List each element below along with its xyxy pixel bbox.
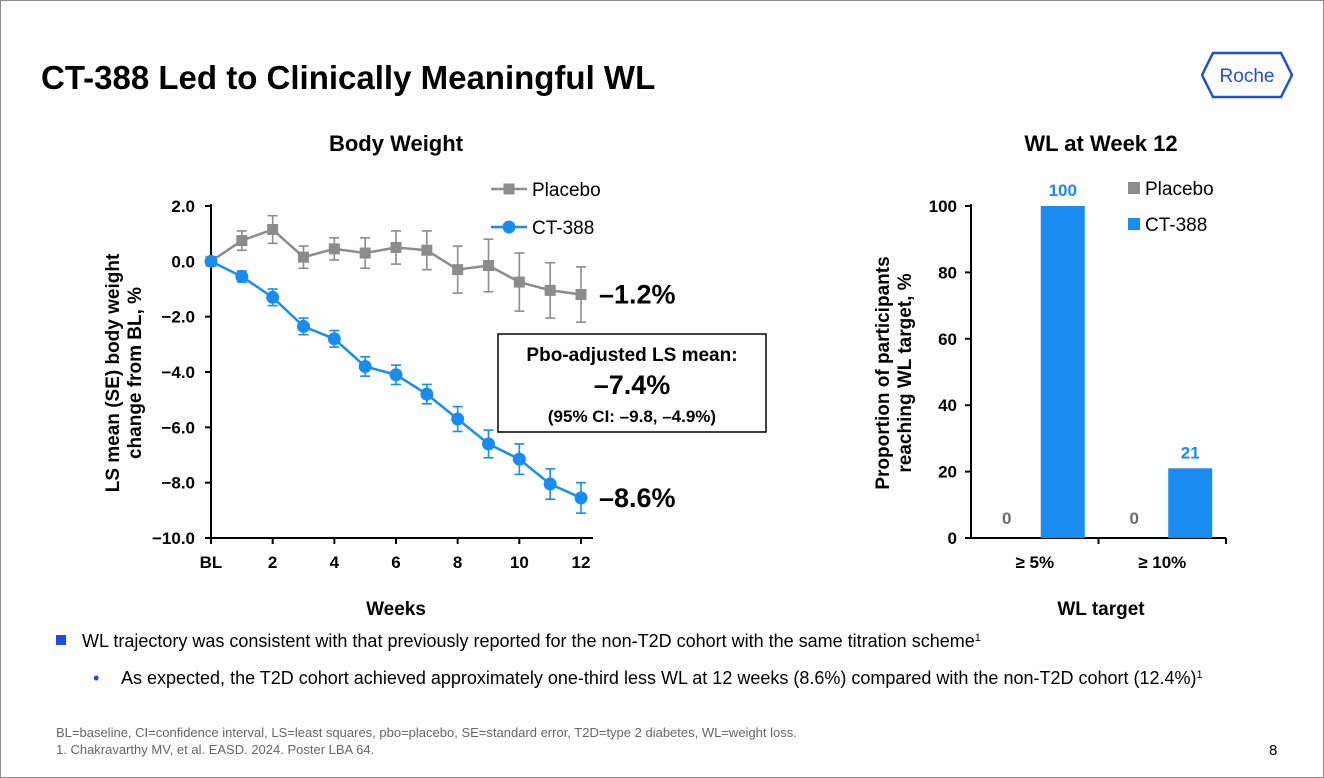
data-point bbox=[513, 276, 525, 288]
data-point bbox=[358, 359, 372, 373]
roche-logo-text: Roche bbox=[1220, 66, 1275, 87]
x-tick-label: 6 bbox=[391, 553, 400, 572]
x-tick-label: 8 bbox=[453, 553, 462, 572]
bar-x-axis-label: WL target bbox=[1057, 599, 1145, 620]
data-point bbox=[297, 319, 310, 333]
data-point bbox=[575, 289, 587, 301]
x-tick-label: 10 bbox=[510, 553, 529, 572]
data-point bbox=[235, 270, 249, 284]
bar-y-tick-label: 20 bbox=[938, 463, 957, 482]
bar-legend-label: Placebo bbox=[1145, 179, 1214, 200]
data-point bbox=[420, 387, 434, 401]
bar-value-label: 21 bbox=[1181, 443, 1200, 462]
y-tick-label: −8.0 bbox=[161, 474, 195, 493]
data-point bbox=[512, 452, 526, 466]
data-point bbox=[451, 412, 465, 426]
bar-ct388 bbox=[1040, 206, 1085, 538]
data-point bbox=[452, 264, 464, 276]
bullet-dot-icon: • bbox=[93, 668, 100, 688]
y-axis-label: LS mean (SE) body weightchange from BL, … bbox=[103, 253, 146, 492]
series-ct388 bbox=[204, 254, 588, 514]
x-tick-label: 12 bbox=[572, 553, 591, 572]
y-tick-label: −4.0 bbox=[161, 363, 195, 382]
y-tick-label: −6.0 bbox=[161, 418, 195, 437]
pbo-adjusted-ci: (95% CI: –9.8, –4.9%) bbox=[548, 407, 716, 426]
bar-y-tick-label: 60 bbox=[938, 330, 957, 349]
bullet-main-text: WL trajectory was consistent with that p… bbox=[82, 631, 975, 651]
body-weight-chart: Body Weight 2.0 0.0 −2.0 −4.0 −6.0 −8.0 −10.0 BL… bbox=[103, 131, 767, 620]
data-point bbox=[389, 368, 403, 382]
y-tick-label: −2.0 bbox=[161, 308, 195, 327]
bar-value-label: 0 bbox=[1002, 509, 1011, 528]
bullet-sub-ref: 1 bbox=[1196, 669, 1203, 681]
data-point bbox=[328, 243, 340, 255]
pbo-adjusted-title: Pbo-adjusted LS mean: bbox=[526, 345, 737, 366]
wl-week12-chart: WL at Week 12 0 20 40 60 80 100 ≥ 5% 0 100 ≥ 10% 0 2… bbox=[873, 131, 1227, 620]
bar-y-axis-label-line: reaching WL target, % bbox=[895, 273, 916, 472]
slide-title: CT-388 Led to Clinically Meaningful WL bbox=[41, 59, 656, 96]
data-point bbox=[359, 247, 371, 259]
footnote-reference: 1. Chakravarthy MV, et al. EASD. 2024. P… bbox=[56, 742, 375, 757]
x-tick-label: 2 bbox=[268, 553, 277, 572]
bar-legend-swatch bbox=[1128, 182, 1140, 194]
bar-y-axis-label: Proportion of participantsreaching WL ta… bbox=[873, 256, 916, 489]
data-point bbox=[483, 259, 494, 271]
bar-y-tick-label: 100 bbox=[929, 197, 957, 216]
pbo-adjusted-box bbox=[497, 333, 767, 433]
y-axis-label-line: LS mean (SE) body weight bbox=[103, 253, 124, 492]
data-point bbox=[574, 491, 588, 505]
legend-label: CT-388 bbox=[532, 218, 594, 239]
series-placebo bbox=[205, 214, 587, 324]
bar-y-tick-label: 40 bbox=[938, 396, 957, 415]
bullet-main: WL trajectory was consistent with that p… bbox=[56, 631, 981, 652]
bullet-sub: • As expected, the T2D cohort achieved a… bbox=[93, 667, 1277, 690]
x-tick-label: BL bbox=[200, 553, 223, 572]
data-point bbox=[267, 224, 279, 236]
legend-marker bbox=[503, 183, 515, 195]
data-point bbox=[266, 290, 280, 304]
bar-value-label: 100 bbox=[1049, 181, 1077, 200]
data-point bbox=[543, 477, 557, 491]
bar-legend-label: CT-388 bbox=[1145, 215, 1207, 236]
bar-category-label: ≥ 10% bbox=[1138, 553, 1186, 572]
bullet-sub-text: As expected, the T2D cohort achieved app… bbox=[121, 668, 1197, 688]
y-axis-label-line: change from BL, % bbox=[125, 287, 146, 459]
bar-y-tick-label: 80 bbox=[938, 263, 957, 282]
bar-y-axis-label-line: Proportion of participants bbox=[873, 256, 894, 489]
footnote-abbreviations: BL=baseline, CI=confidence interval, LS=… bbox=[56, 725, 797, 740]
data-point bbox=[544, 284, 556, 296]
legend-marker bbox=[502, 220, 516, 234]
roche-logo-hexagon bbox=[1201, 51, 1293, 99]
end-value-label: –1.2% bbox=[599, 280, 676, 310]
wl-week12-title: WL at Week 12 bbox=[1024, 131, 1177, 156]
pbo-adjusted-value: –7.4% bbox=[594, 370, 671, 400]
data-point bbox=[390, 242, 402, 253]
bar-legend-swatch bbox=[1128, 218, 1140, 230]
x-axis-label: Weeks bbox=[366, 599, 426, 620]
bar-ct388 bbox=[1168, 468, 1213, 538]
data-point bbox=[236, 235, 248, 247]
data-point bbox=[204, 254, 218, 268]
bullet-square-icon bbox=[56, 635, 66, 645]
bullet-main-ref: 1 bbox=[974, 632, 981, 644]
roche-logo: Roche bbox=[1201, 51, 1293, 99]
page-number: 8 bbox=[1269, 742, 1278, 759]
x-tick-label: 4 bbox=[330, 553, 340, 572]
y-tick-label: −10.0 bbox=[152, 529, 195, 548]
data-point bbox=[482, 437, 495, 451]
y-tick-label: 0.0 bbox=[171, 252, 195, 271]
bar-y-tick-label: 0 bbox=[948, 529, 957, 548]
y-tick-label: 2.0 bbox=[171, 197, 195, 216]
legend-label: Placebo bbox=[532, 180, 601, 201]
bar-category-label: ≥ 5% bbox=[1015, 553, 1054, 572]
data-point bbox=[421, 244, 433, 256]
data-point bbox=[327, 332, 341, 346]
end-value-label: –8.6% bbox=[599, 483, 676, 513]
body-weight-title: Body Weight bbox=[329, 131, 464, 156]
bar-value-label: 0 bbox=[1130, 509, 1139, 528]
data-point bbox=[298, 251, 309, 263]
